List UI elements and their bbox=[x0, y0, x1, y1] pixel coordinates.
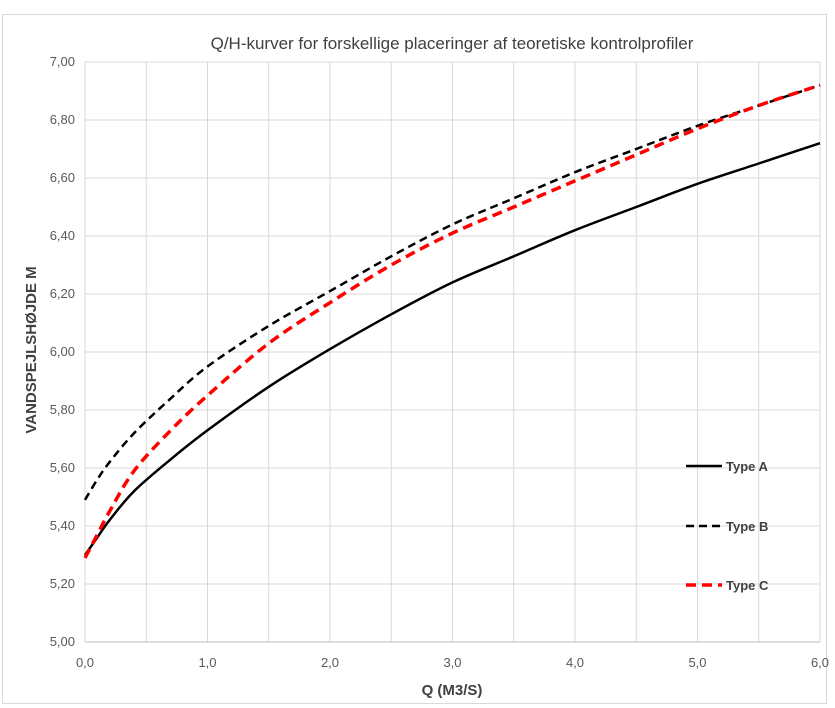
series-line-type-b bbox=[83, 84, 821, 501]
legend-label: Type B bbox=[726, 519, 768, 534]
y-tick-label: 6,40 bbox=[50, 228, 75, 243]
x-tick-label: 6,0 bbox=[811, 655, 829, 670]
x-tick-label: 5,0 bbox=[688, 655, 706, 670]
x-tick-labels: 0,0 1,0 2,0 3,0 4,0 5,0 6,0 bbox=[76, 655, 829, 670]
x-tick-label: 0,0 bbox=[76, 655, 94, 670]
y-tick-label: 5,20 bbox=[50, 576, 75, 591]
x-tick-label: 1,0 bbox=[198, 655, 216, 670]
y-tick-label: 6,60 bbox=[50, 170, 75, 185]
y-tick-label: 6,00 bbox=[50, 344, 75, 359]
gridlines bbox=[84, 61, 821, 643]
y-tick-label: 5,40 bbox=[50, 518, 75, 533]
chart-title: Q/H-kurver for forskellige placeringer a… bbox=[211, 34, 694, 53]
x-axis-title: Q (M3/S) bbox=[422, 682, 483, 699]
legend-label: Type A bbox=[726, 459, 769, 474]
legend: Type A Type B Type C bbox=[686, 459, 769, 593]
legend-label: Type C bbox=[726, 578, 769, 593]
y-tick-label: 6,20 bbox=[50, 286, 75, 301]
series-lines bbox=[83, 83, 821, 559]
y-tick-label: 5,60 bbox=[50, 460, 75, 475]
y-tick-label: 5,80 bbox=[50, 402, 75, 417]
y-tick-label: 7,00 bbox=[50, 54, 75, 69]
y-tick-label: 5,00 bbox=[50, 634, 75, 649]
series-line-type-a bbox=[83, 142, 821, 556]
y-tick-label: 6,80 bbox=[50, 112, 75, 127]
y-axis-title: VANDSPEJLSHØJDE M bbox=[23, 266, 40, 433]
x-tick-label: 3,0 bbox=[443, 655, 461, 670]
series-line-type-c bbox=[83, 83, 821, 559]
x-tick-label: 2,0 bbox=[321, 655, 339, 670]
y-tick-labels: 5,00 5,20 5,40 5,60 5,80 6,00 6,20 6,40 6,60 6,80… bbox=[50, 54, 75, 649]
x-tick-label: 4,0 bbox=[566, 655, 584, 670]
